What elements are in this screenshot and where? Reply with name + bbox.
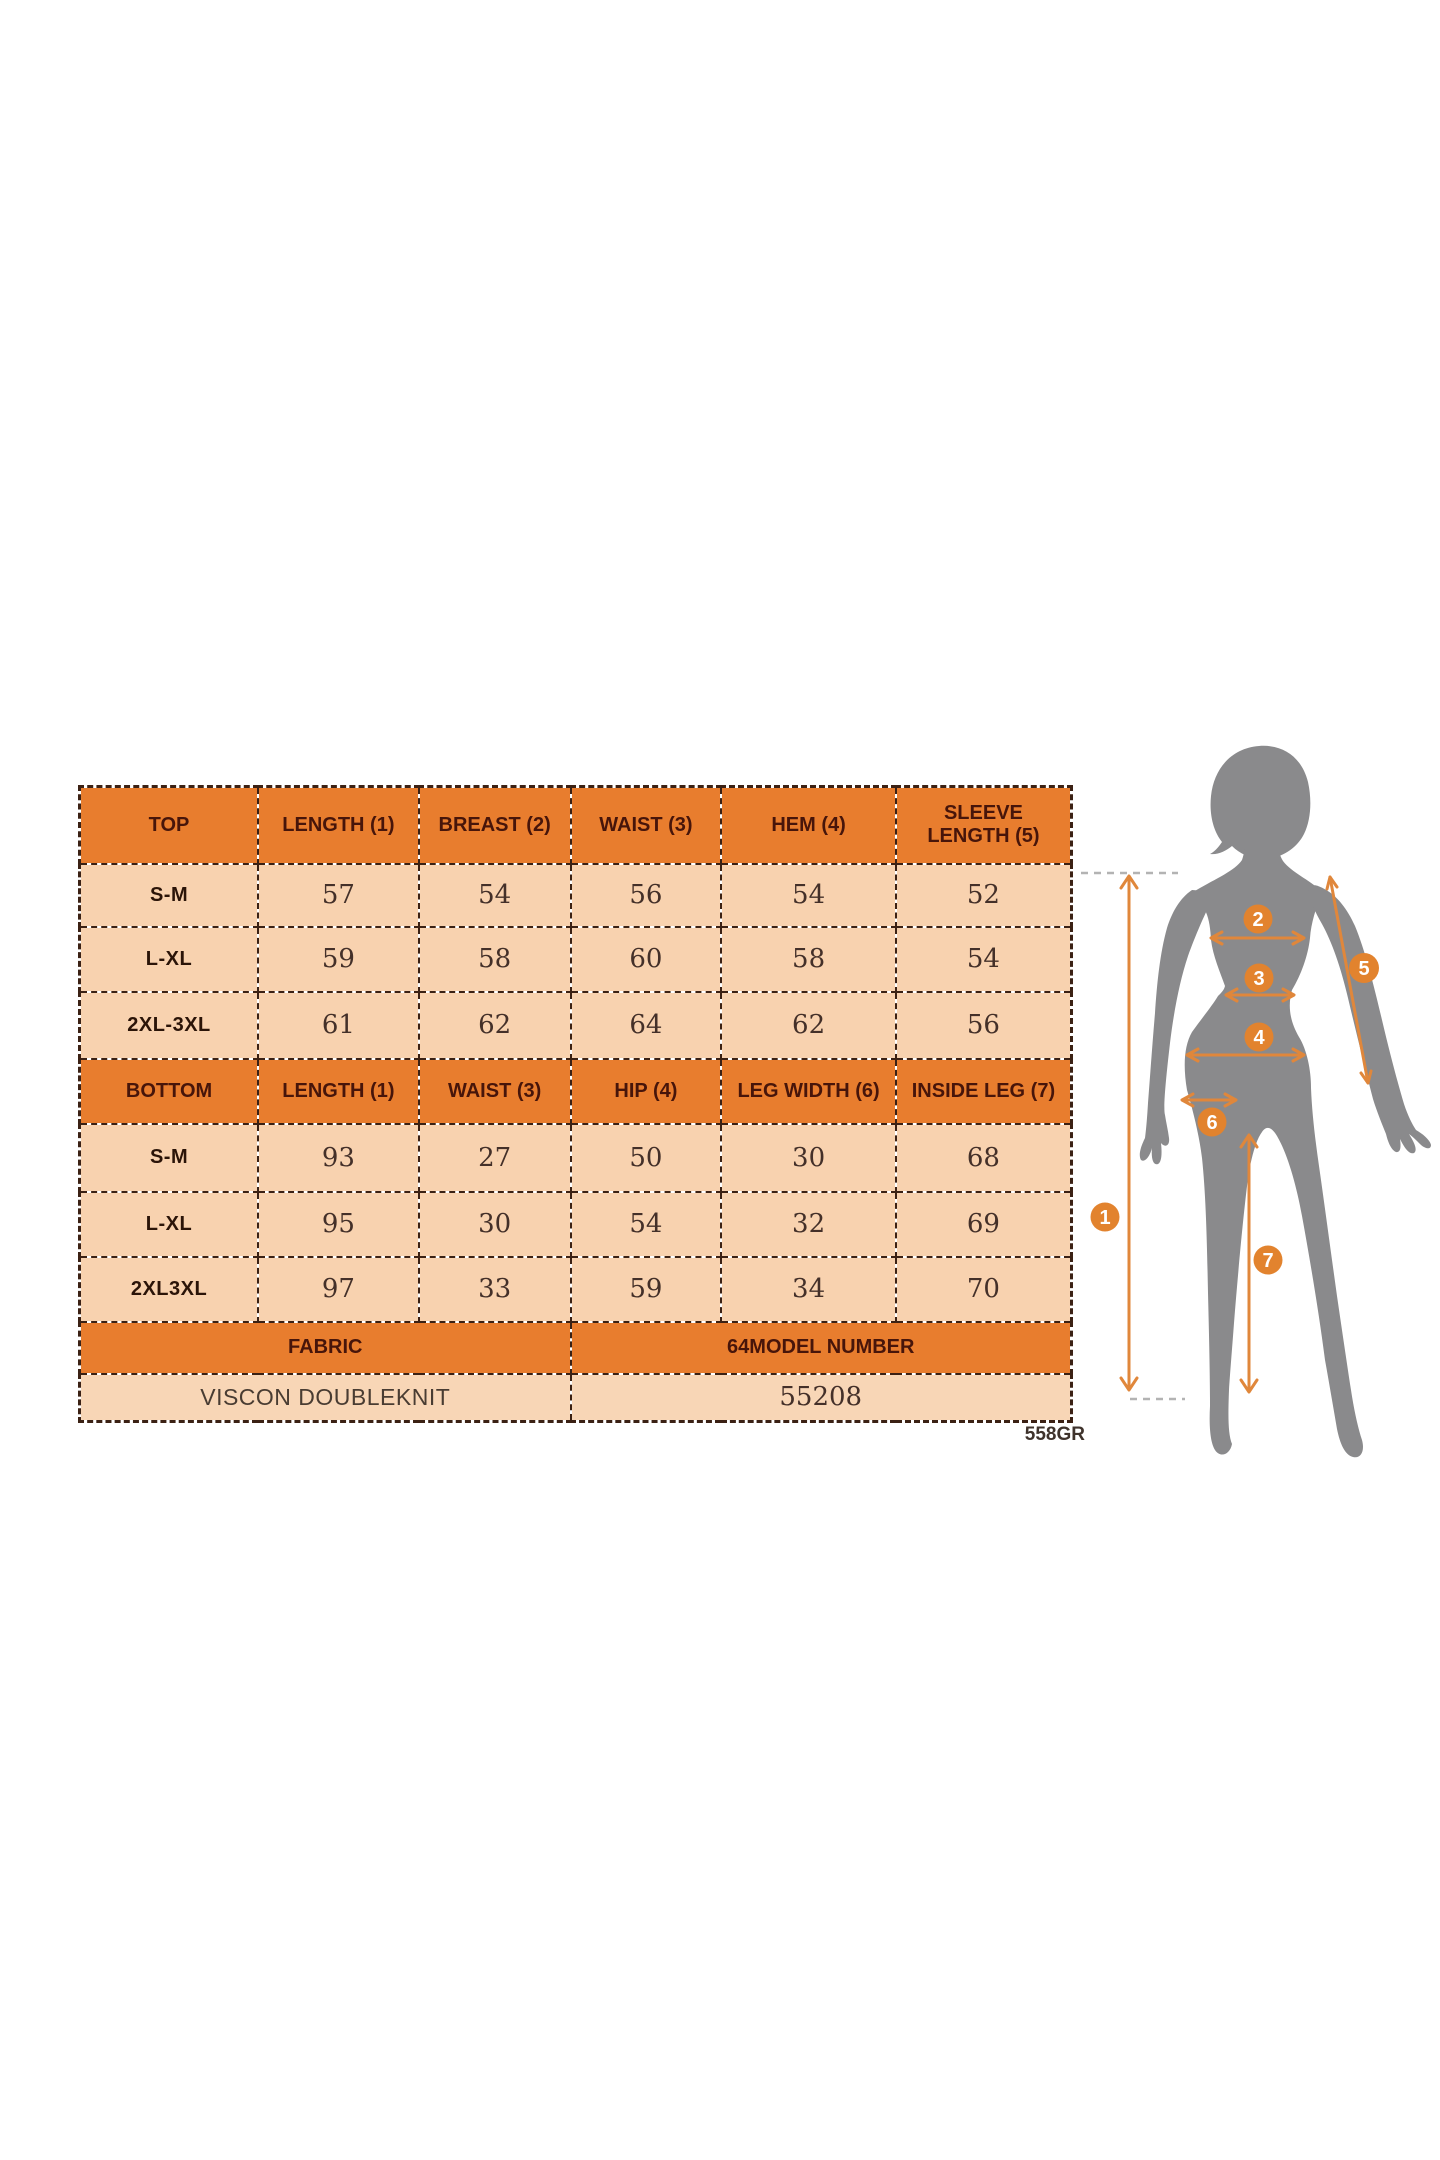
col-header-sleeve-length: SLEEVE LENGTH (5)	[894, 785, 1073, 865]
size-chart-table: TOP LENGTH (1) BREAST (2) WAIST (3) HEM …	[78, 785, 1073, 1423]
arrow-total-length	[1119, 874, 1139, 1392]
measurement-cell: 60	[569, 925, 723, 993]
table-row: 2XL-3XL 61 62 64 62 56	[78, 990, 1073, 1060]
col-header-top: TOP	[78, 785, 260, 865]
measurement-cell: 97	[257, 1255, 420, 1323]
fabric-header-row: FABRIC 64MODEL NUMBER	[78, 1320, 1073, 1375]
fabric-value-row: VISCON DOUBLEKNIT 55208	[78, 1372, 1073, 1423]
size-label-cell: L-XL	[78, 1190, 260, 1258]
col-header-bottom: BOTTOM	[78, 1057, 260, 1125]
arrow-inside-leg	[1239, 1133, 1259, 1394]
badge-4: 4	[1244, 1022, 1274, 1052]
measurement-cell: 59	[257, 925, 420, 993]
model-number-value: 55208	[569, 1372, 1073, 1423]
measurement-cell: 69	[894, 1190, 1073, 1258]
table-row: S-M 57 54 56 54 52	[78, 862, 1073, 928]
measurement-cell: 54	[894, 925, 1073, 993]
svg-text:1: 1	[1099, 1207, 1110, 1229]
size-label-cell: S-M	[78, 862, 260, 928]
style-code-label: 558GR	[1024, 1424, 1085, 1445]
arrow-breast	[1209, 930, 1306, 946]
silhouette-right-arm	[1308, 885, 1431, 1154]
fabric-header: FABRIC	[78, 1320, 572, 1375]
table-row: S-M 93 27 50 30 68	[78, 1122, 1073, 1193]
measurement-cell: 27	[417, 1122, 572, 1193]
measurement-cell: 61	[257, 990, 420, 1060]
table-row: 2XL3XL 97 33 59 34 70	[78, 1255, 1073, 1323]
svg-text:7: 7	[1262, 1250, 1273, 1272]
measurement-cell: 50	[569, 1122, 723, 1193]
svg-text:6: 6	[1206, 1112, 1217, 1134]
measurement-cell: 59	[569, 1255, 723, 1323]
model-number-header: 64MODEL NUMBER	[569, 1320, 1073, 1375]
arrow-leg-width	[1180, 1092, 1238, 1108]
col-header-waist: WAIST (3)	[417, 1057, 572, 1125]
col-header-length: LENGTH (1)	[257, 1057, 420, 1125]
measurement-cell: 62	[417, 990, 572, 1060]
arrow-waist	[1224, 987, 1296, 1003]
bottom-header-row: BOTTOM LENGTH (1) WAIST (3) HIP (4) LEG …	[78, 1057, 1073, 1125]
badge-2: 2	[1243, 904, 1273, 934]
col-header-leg-width: LEG WIDTH (6)	[720, 1057, 897, 1125]
measurement-cell: 52	[894, 862, 1073, 928]
svg-text:5: 5	[1358, 958, 1369, 980]
badge-5: 5	[1349, 953, 1379, 983]
arrow-sleeve	[1325, 875, 1373, 1085]
measurement-cell: 62	[720, 990, 897, 1060]
col-header-breast: BREAST (2)	[417, 785, 572, 865]
top-header-row: TOP LENGTH (1) BREAST (2) WAIST (3) HEM …	[78, 785, 1073, 865]
fabric-value: VISCON DOUBLEKNIT	[78, 1372, 572, 1423]
col-header-hem: HEM (4)	[720, 785, 897, 865]
size-label-cell: L-XL	[78, 925, 260, 993]
measurement-cell: 57	[257, 862, 420, 928]
measurement-badges: 1 2 3 4 5 6 7	[1090, 904, 1379, 1275]
arrow-hip	[1185, 1047, 1306, 1063]
svg-text:4: 4	[1253, 1027, 1265, 1049]
size-label-cell: S-M	[78, 1122, 260, 1193]
measurement-cell: 54	[569, 1190, 723, 1258]
measurement-cell: 68	[894, 1122, 1073, 1193]
measurement-cell: 70	[894, 1255, 1073, 1323]
measurement-cell: 58	[417, 925, 572, 993]
measurement-cell: 30	[417, 1190, 572, 1258]
silhouette-head	[1210, 745, 1311, 860]
table-row: L-XL 59 58 60 58 54	[78, 925, 1073, 993]
measurement-cell: 30	[720, 1122, 897, 1193]
badge-3: 3	[1244, 963, 1274, 993]
measurement-cell: 54	[417, 862, 572, 928]
measurement-cell: 95	[257, 1190, 420, 1258]
badge-6: 6	[1197, 1107, 1227, 1137]
size-label-cell: 2XL3XL	[78, 1255, 260, 1323]
size-label-cell: 2XL-3XL	[78, 990, 260, 1060]
measurement-cell: 93	[257, 1122, 420, 1193]
measurement-cell: 33	[417, 1255, 572, 1323]
measurement-figure: 1 2 3 4 5 6 7	[1081, 745, 1431, 1458]
measurement-cell: 34	[720, 1255, 897, 1323]
measurement-cell: 56	[894, 990, 1073, 1060]
col-header-hip: HIP (4)	[569, 1057, 723, 1125]
badge-7: 7	[1253, 1245, 1283, 1275]
measurement-cell: 32	[720, 1190, 897, 1258]
col-header-waist: WAIST (3)	[569, 785, 723, 865]
table-row: L-XL 95 30 54 32 69	[78, 1190, 1073, 1258]
measurement-cell: 56	[569, 862, 723, 928]
silhouette-left-arm	[1139, 890, 1210, 1165]
svg-text:3: 3	[1253, 968, 1264, 990]
col-header-length: LENGTH (1)	[257, 785, 420, 865]
badge-1: 1	[1090, 1202, 1120, 1232]
col-header-inside-leg: INSIDE LEG (7)	[894, 1057, 1073, 1125]
measurement-cell: 64	[569, 990, 723, 1060]
measurement-cell: 54	[720, 862, 897, 928]
svg-text:2: 2	[1252, 909, 1263, 931]
measurement-cell: 58	[720, 925, 897, 993]
